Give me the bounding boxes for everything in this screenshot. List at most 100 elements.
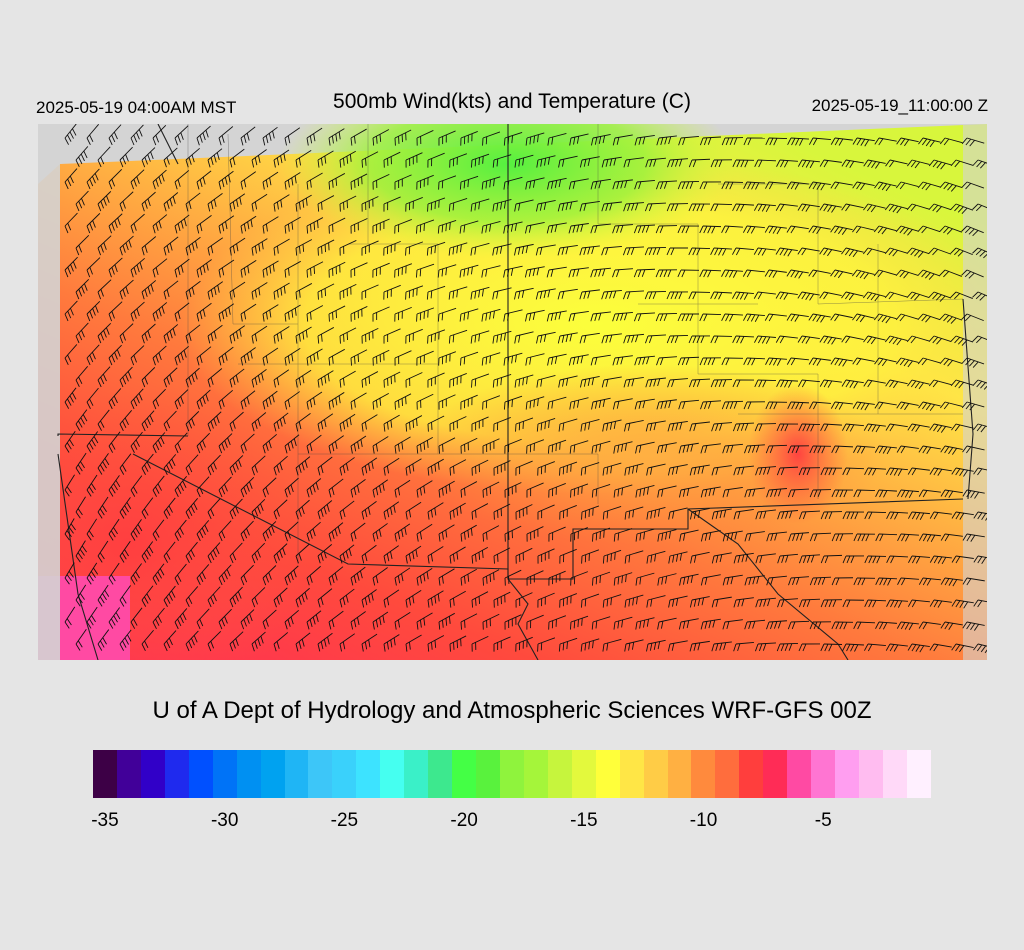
wind-barb — [635, 528, 655, 542]
wind-barb — [328, 261, 346, 278]
wind-barb — [514, 154, 534, 168]
wind-barb — [306, 434, 322, 454]
wind-barb — [64, 212, 78, 234]
wind-barb — [372, 611, 389, 630]
wind-barb — [688, 203, 711, 212]
wind-barb — [961, 401, 985, 411]
wind-barb — [130, 563, 142, 585]
wind-barb — [460, 437, 478, 454]
wind-barb — [809, 621, 832, 630]
wind-barb — [394, 523, 411, 542]
wind-barb — [207, 324, 223, 344]
wind-barb — [185, 280, 201, 300]
wind-barb — [185, 236, 201, 256]
wind-barb — [163, 454, 177, 476]
wind-barb — [504, 525, 522, 542]
wind-barb — [240, 433, 255, 454]
wind-barb — [644, 247, 667, 256]
wind-barb — [317, 588, 333, 608]
wind-barb — [470, 198, 490, 212]
wind-barb — [273, 326, 290, 344]
wind-barb — [777, 510, 798, 520]
wind-barb — [229, 325, 245, 344]
wind-barb — [350, 566, 366, 586]
wind-barb — [97, 629, 110, 651]
wind-barb — [787, 488, 809, 498]
wind-barb — [590, 311, 611, 322]
wind-barb — [601, 333, 622, 344]
wind-barb — [350, 435, 367, 454]
wind-barb — [786, 181, 809, 190]
wind-barb — [394, 129, 412, 146]
wind-barb — [163, 630, 177, 652]
wind-barb — [961, 357, 985, 368]
wind-barb — [317, 413, 334, 432]
wind-barb — [590, 354, 611, 366]
wind-barb — [918, 445, 941, 454]
wind-barb — [656, 399, 677, 410]
wind-barb — [547, 177, 567, 190]
wind-barb — [787, 620, 810, 630]
wind-barb — [753, 247, 776, 256]
wind-barb — [383, 371, 401, 388]
wind-barb — [218, 170, 234, 190]
wind-barb — [416, 174, 434, 190]
wind-barb — [972, 291, 987, 301]
wind-barb — [688, 335, 711, 344]
wind-barb — [918, 401, 941, 412]
wind-barb — [185, 367, 200, 388]
wind-barbs — [64, 124, 987, 654]
wind-barb — [251, 412, 267, 432]
wind-barb — [163, 497, 176, 519]
wind-barb — [273, 587, 288, 608]
wind-barb — [677, 269, 700, 278]
wind-barb — [503, 176, 523, 190]
wind-barb — [207, 630, 222, 652]
wind-barb — [295, 194, 312, 212]
wind-barb — [383, 457, 400, 476]
wind-barb — [372, 392, 389, 410]
wind-barb — [788, 576, 809, 586]
wind-barb — [666, 203, 689, 212]
wind-barb — [317, 500, 333, 520]
wind-barb — [547, 353, 567, 366]
wind-barb — [939, 401, 963, 410]
wind-barb — [886, 511, 908, 520]
wind-barb — [864, 467, 886, 476]
wind-barb — [852, 137, 875, 147]
wind-barb — [218, 476, 232, 498]
wind-barb — [775, 291, 798, 300]
wind-barb — [873, 225, 897, 235]
wind-barb — [141, 541, 154, 563]
wind-barb — [874, 401, 897, 410]
wind-barb — [743, 313, 765, 322]
wind-barb — [885, 379, 908, 389]
wind-barb — [744, 487, 765, 498]
wind-barb — [623, 157, 644, 168]
wind-barb — [174, 563, 187, 585]
wind-barb — [764, 313, 787, 322]
wind-barb — [906, 335, 930, 344]
wind-barb — [765, 181, 787, 190]
wind-barb — [950, 159, 974, 168]
wind-barb — [284, 172, 301, 190]
colorbar-swatch — [715, 750, 740, 798]
wind-barb — [317, 195, 335, 212]
wind-barb — [613, 528, 633, 542]
wind-barb — [678, 136, 699, 146]
wind-barb — [130, 431, 143, 453]
wind-barb — [405, 634, 422, 652]
wind-barb — [743, 357, 766, 366]
wind-barb — [503, 221, 523, 234]
wind-barb — [950, 203, 974, 214]
wind-barb — [108, 475, 121, 497]
wind-barb — [196, 259, 212, 278]
wind-barb — [689, 596, 710, 608]
wind-barb — [503, 265, 523, 278]
wind-barb — [482, 395, 501, 410]
wind-barb — [809, 489, 832, 498]
wind-barb — [493, 591, 511, 608]
wind-barb — [853, 533, 876, 542]
wind-barb — [950, 335, 974, 346]
wind-barb — [229, 281, 246, 300]
